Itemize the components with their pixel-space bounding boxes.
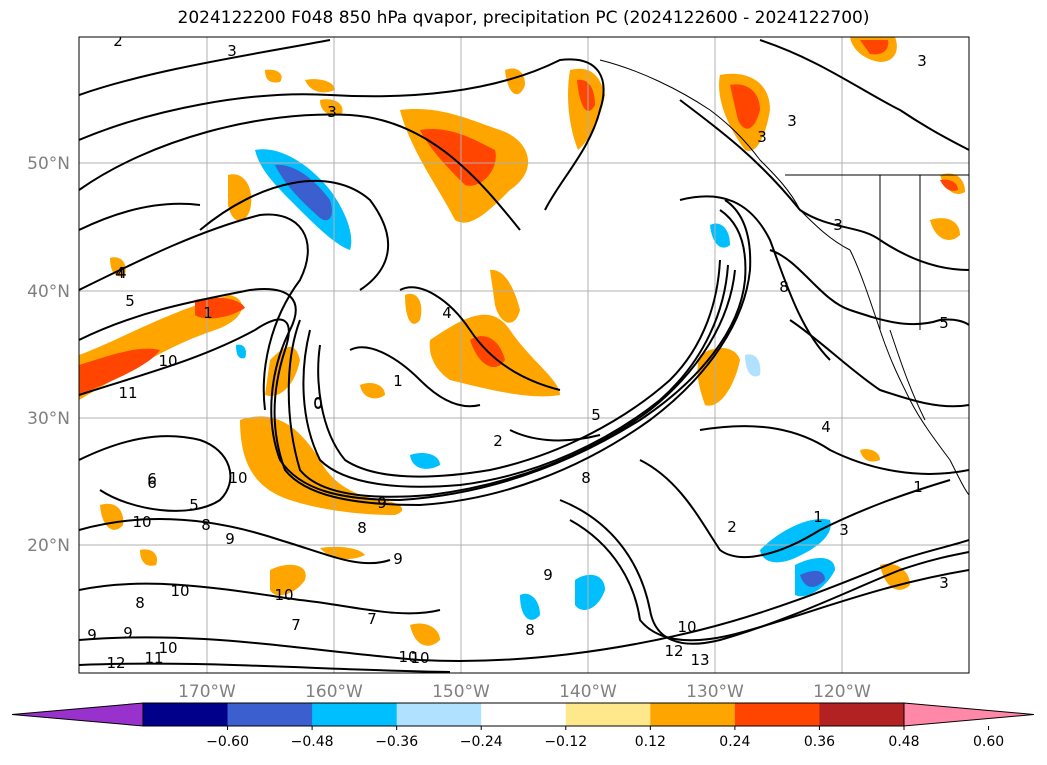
lon-label-170w: 170°W [178,682,236,702]
contour-label: 10 [170,582,189,600]
contour-label: 8 [581,469,591,487]
colorbar-tick-label: −0.48 [291,734,334,750]
contour-label: 0 [313,394,323,412]
contour-label: 5 [125,292,135,310]
colorbar-bin [565,703,651,726]
contour-label: 10 [158,639,177,657]
contour-label: 8 [357,519,367,537]
contour-label: 3 [917,52,927,70]
contour-label: 1 [813,508,823,526]
colorbar-bin [143,703,229,726]
colorbar-bin [734,703,820,726]
colorbar-bin [312,703,398,726]
colorbar-bin [481,703,567,726]
coastlines [599,59,969,496]
contour-label: 9 [393,550,403,568]
contour-label: 5 [591,406,601,424]
contour-label: 1 [393,372,403,390]
colorbar-bin [650,703,736,726]
contour-label: 10 [398,648,417,666]
contour-label: 4 [821,418,831,436]
colorbar-extend-high [903,702,1035,727]
contour-label: 9 [543,566,553,584]
contour-label: 3 [839,521,849,539]
contour-label: 10 [677,618,696,636]
colorbar-tick-label: −0.60 [206,734,249,750]
contour-label: 10 [158,352,177,370]
contour-label: 3 [833,216,843,234]
contour-label: 7 [367,610,377,628]
contour-label: 9 [377,494,387,512]
contour-label: 2 [113,32,123,50]
contour-label: 10 [228,469,247,487]
contour-label: 10 [274,586,293,604]
lon-label-120w: 120°W [813,682,871,702]
lon-label-140w: 140°W [559,682,617,702]
colorbar-tick-label: 0.12 [635,734,666,750]
lat-label-40n: 40°N [27,282,70,302]
contour-label: 1 [203,304,213,322]
colorbar-bin [227,703,313,726]
colorbar-tick-label: 0.36 [804,734,835,750]
colorbar-tick-label: −0.12 [544,734,587,750]
contour-label: 10 [132,513,151,531]
contour-label: 3 [327,103,337,121]
lon-label-150w: 150°W [432,682,490,702]
contour-label: 9 [225,530,235,548]
contour-label: 13 [690,651,709,669]
colorbar-frame [142,702,905,727]
plot-frame [78,36,970,674]
contour-label: 6 [147,474,157,492]
contour-label: 5 [939,314,949,332]
contour-label: 12 [664,642,683,660]
lon-label-130w: 130°W [686,682,744,702]
map-title: 2024122200 F048 850 hPa qvapor, precipit… [177,8,870,28]
contour-label: 3 [787,112,797,130]
lat-label-20n: 20°N [27,536,70,556]
contour-label: 2 [493,432,503,450]
contour-label: 4 [117,264,127,282]
lon-label-160w: 160°W [305,682,363,702]
lat-label-50n: 50°N [27,154,70,174]
contour-label: 9 [123,624,133,642]
contour-label: 10 [410,649,429,667]
lat-label-30n: 30°N [27,409,70,429]
precip-shading-positive [79,37,965,646]
latitude-labels: 50°N 40°N 30°N 20°N [27,154,70,556]
colorbar-tick-label: 0.60 [973,734,1004,750]
contour-label: 11 [144,649,163,667]
contour-label: 11 [118,384,137,402]
contour-label: 8 [525,621,535,639]
colorbar [11,702,1035,727]
contour-label: 5 [189,496,199,514]
contour-label: 1 [913,478,923,496]
contour-label: 4 [442,304,452,322]
contour-label: 8 [201,516,211,534]
colorbar-bin [819,703,905,726]
contour-label: 4 [115,264,125,282]
colorbar-tick-label: 0.48 [888,734,919,750]
longitude-labels: 170°W 160°W 150°W 140°W 130°W 120°W [178,682,871,702]
contour-label: 6 [147,470,157,488]
contour-label: 3 [757,128,767,146]
precip-shading-negative [236,149,835,620]
colorbar-tick-label: −0.24 [460,734,503,750]
contour-label: 3 [939,574,949,592]
colorbar-tick-label: 0.24 [719,734,750,750]
contour-label: 8 [135,594,145,612]
contour-label: 0 [313,395,323,413]
colorbar-tick-label: −0.36 [375,734,418,750]
contour-label: 8 [779,278,789,296]
colorbar-extend-low [11,702,144,727]
contour-label: 7 [291,616,301,634]
contour-label: 2 [727,518,737,536]
contour-label: 12 [106,654,125,672]
colorbar-tick-labels: −0.60 −0.48 −0.36 −0.24 −0.12 0.12 0.24 0.36 0.4… [206,726,1004,750]
colorbar-bin [396,703,482,726]
contour-label: 9 [87,626,97,644]
contour-label: 3 [227,42,237,60]
